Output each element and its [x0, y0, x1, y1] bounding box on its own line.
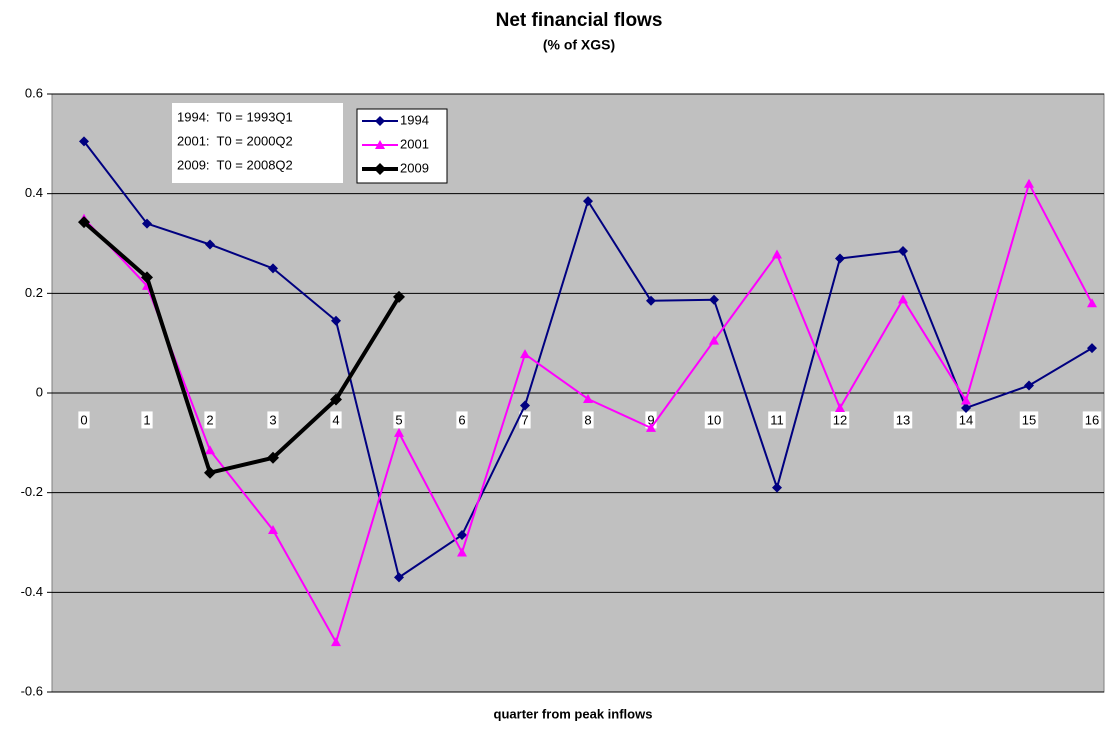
- y-tick-label: -0.6: [21, 683, 43, 698]
- data-point: [646, 295, 656, 306]
- data-point: [204, 466, 216, 479]
- x-tick-label-bg: [78, 411, 90, 429]
- y-tick-label: 0.6: [25, 85, 43, 100]
- legend-marker: [374, 163, 386, 175]
- data-point: [331, 637, 341, 647]
- data-point: [646, 422, 656, 432]
- legend-label: 2009: [400, 160, 429, 175]
- x-tick-label-bg: [267, 411, 279, 429]
- x-tick-label: 5: [395, 412, 402, 427]
- data-point: [1024, 380, 1034, 391]
- data-point: [394, 427, 404, 437]
- x-tick-label: 7: [521, 412, 528, 427]
- data-point: [457, 547, 467, 557]
- x-tick-label: 10: [707, 412, 721, 427]
- x-tick-label-bg: [1082, 411, 1102, 429]
- x-tick-label: 13: [896, 412, 910, 427]
- data-point: [772, 482, 782, 493]
- data-point: [1024, 178, 1034, 188]
- data-point: [78, 216, 90, 229]
- x-tick-label: 3: [269, 412, 276, 427]
- x-tick-label-bg: [768, 411, 786, 429]
- data-point: [1087, 343, 1097, 354]
- x-tick-label-bg: [141, 411, 153, 429]
- x-tick-label-bg: [830, 411, 850, 429]
- data-point: [1087, 298, 1097, 308]
- y-tick-label: 0.2: [25, 285, 43, 300]
- x-tick-label: 15: [1022, 412, 1036, 427]
- data-point: [268, 263, 278, 274]
- data-point: [267, 451, 279, 464]
- x-tick-label: 16: [1085, 412, 1099, 427]
- x-tick-label-bg: [456, 411, 468, 429]
- x-tick-label: 0: [80, 412, 87, 427]
- x-tick-label: 8: [584, 412, 591, 427]
- data-point: [79, 136, 89, 147]
- annotation-box: [172, 103, 343, 183]
- x-tick-label: 2: [206, 412, 213, 427]
- data-point: [394, 572, 404, 583]
- x-tick-label: 4: [332, 412, 339, 427]
- data-point: [898, 245, 908, 256]
- legend-marker: [375, 116, 385, 126]
- data-point: [331, 315, 341, 326]
- data-point: [835, 253, 845, 264]
- x-tick-label: 6: [458, 412, 465, 427]
- legend-label: 2001: [400, 136, 429, 151]
- legend-marker: [375, 140, 385, 149]
- data-point: [330, 393, 342, 406]
- data-point: [961, 402, 971, 413]
- y-tick-label: 0.4: [25, 185, 43, 200]
- data-point: [205, 239, 215, 250]
- x-tick-label-bg: [204, 411, 216, 429]
- y-tick-label: -0.4: [21, 584, 43, 599]
- legend-label: 1994: [400, 112, 429, 127]
- data-point: [772, 249, 782, 259]
- data-point: [961, 395, 971, 405]
- x-tick-label: 12: [833, 412, 847, 427]
- data-point: [583, 196, 593, 207]
- x-tick-label-bg: [582, 411, 594, 429]
- data-point: [268, 525, 278, 535]
- x-tick-label: 1: [143, 412, 150, 427]
- data-point: [457, 530, 467, 541]
- series-line: [82, 220, 401, 475]
- x-axis-label: quarter from peak inflows: [494, 706, 653, 721]
- data-point: [205, 445, 215, 455]
- chart-subtitle: (% of XGS): [543, 37, 615, 53]
- x-tick-label: 9: [647, 412, 654, 427]
- data-point: [520, 349, 530, 359]
- y-tick-label: -0.2: [21, 484, 43, 499]
- x-tick-label-bg: [645, 411, 657, 429]
- data-point: [583, 393, 593, 403]
- data-point: [835, 402, 845, 412]
- data-point: [709, 335, 719, 345]
- x-tick-label-bg: [704, 411, 724, 429]
- data-point: [898, 294, 908, 304]
- chart-title: Net financial flows: [496, 10, 663, 31]
- data-point: [393, 290, 405, 303]
- x-tick-label-bg: [893, 411, 913, 429]
- annotation-text: 1994: T0 = 1993Q1: [177, 109, 293, 124]
- data-point: [142, 218, 152, 229]
- annotation-text: 2009: T0 = 2008Q2: [177, 157, 293, 172]
- x-tick-label: 14: [959, 412, 973, 427]
- x-tick-label-bg: [519, 411, 531, 429]
- x-tick-label-bg: [330, 411, 342, 429]
- x-tick-label-bg: [393, 411, 405, 429]
- x-tick-label: 11: [770, 412, 784, 427]
- data-point: [709, 294, 719, 305]
- annotation-text: 2001: T0 = 2000Q2: [177, 133, 293, 148]
- y-tick-label: 0: [36, 384, 43, 399]
- x-tick-label-bg: [1019, 411, 1039, 429]
- x-tick-label-bg: [956, 411, 976, 429]
- data-point: [520, 400, 530, 411]
- data-point: [141, 271, 153, 284]
